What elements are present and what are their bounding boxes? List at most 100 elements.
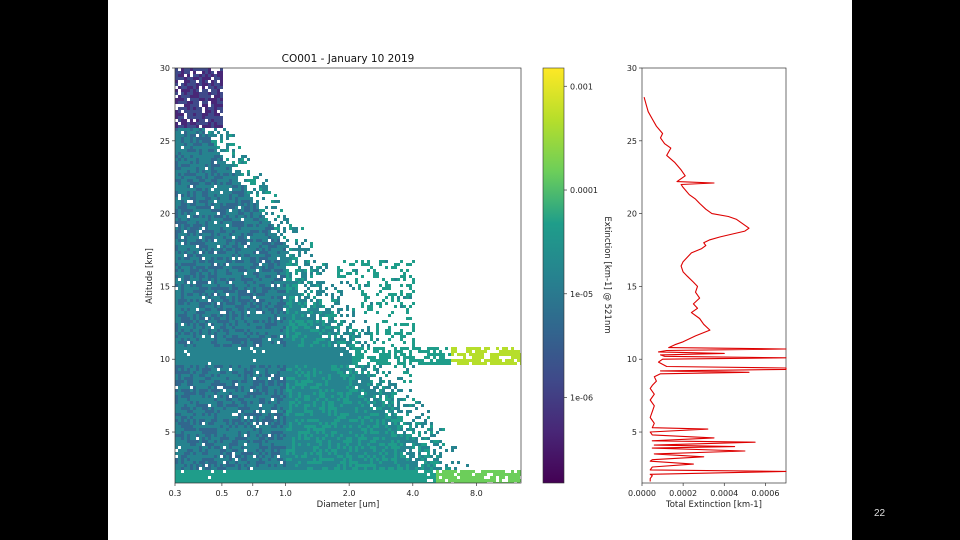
heatmap-cell <box>319 437 322 440</box>
heatmap-cell <box>175 368 178 371</box>
heatmap-cell <box>277 407 280 410</box>
heatmap-cell <box>286 365 289 368</box>
heatmap-cell <box>292 371 295 374</box>
heatmap-cell <box>175 416 178 419</box>
heatmap-cell <box>187 137 190 140</box>
heatmap-cell <box>184 449 187 452</box>
heatmap-cell <box>262 314 265 317</box>
heatmap-cell <box>175 359 178 362</box>
heatmap-cell <box>211 197 214 200</box>
heatmap-cell <box>313 473 316 476</box>
heatmap-cell <box>205 377 208 380</box>
heatmap-cell <box>202 275 205 278</box>
heatmap-cell <box>265 386 268 389</box>
heatmap-cell <box>202 290 205 293</box>
heatmap-cell <box>241 371 244 374</box>
heatmap-cell <box>310 407 313 410</box>
heatmap-cell <box>193 137 196 140</box>
heatmap-cell <box>175 158 178 161</box>
heatmap-cell <box>208 446 211 449</box>
heatmap-cell <box>208 338 211 341</box>
heatmap-cell <box>187 290 190 293</box>
heatmap-cell <box>292 389 295 392</box>
heatmap-cell <box>307 434 310 437</box>
heatmap-cell <box>271 260 274 263</box>
heatmap-cell <box>319 284 322 287</box>
heatmap-cell <box>319 350 322 353</box>
heatmap-cell <box>211 413 214 416</box>
heatmap-cell <box>181 341 184 344</box>
heatmap-cell <box>175 296 178 299</box>
heatmap-cell <box>226 338 229 341</box>
heatmap-cell <box>301 362 304 365</box>
heatmap-cell <box>223 377 226 380</box>
heatmap-cell <box>253 263 256 266</box>
heatmap-cell <box>193 227 196 230</box>
heatmap-cell <box>295 422 298 425</box>
heatmap-cell <box>226 398 229 401</box>
heatmap-cell <box>301 365 304 368</box>
heatmap-cell <box>187 392 190 395</box>
heatmap-cell <box>181 281 184 284</box>
heatmap-cell <box>190 443 193 446</box>
heatmap-cell <box>211 341 214 344</box>
heatmap-cell <box>244 458 247 461</box>
heatmap-cell <box>319 356 322 359</box>
heatmap-cell <box>181 278 184 281</box>
heatmap-cell <box>202 176 205 179</box>
heatmap-cell <box>208 398 211 401</box>
heatmap-cell <box>175 245 178 248</box>
heatmap-cell <box>178 188 181 191</box>
heatmap-cell <box>232 338 235 341</box>
heatmap-cell <box>241 440 244 443</box>
heatmap-cell <box>211 86 214 89</box>
heatmap-cell <box>202 281 205 284</box>
heatmap-cell <box>316 365 319 368</box>
heatmap-cell <box>247 386 250 389</box>
heatmap-cell <box>184 416 187 419</box>
heatmap-cell <box>262 359 265 362</box>
heatmap-cell <box>244 311 247 314</box>
heatmap-cell <box>265 449 268 452</box>
heatmap-cell <box>256 218 259 221</box>
heatmap-cell <box>307 479 310 482</box>
heatmap-cell <box>196 350 199 353</box>
heatmap-cell <box>292 440 295 443</box>
heatmap-cell <box>226 176 229 179</box>
heatmap-cell <box>295 338 298 341</box>
heatmap-cell <box>190 125 193 128</box>
heatmap-cell <box>187 371 190 374</box>
heatmap-cell <box>241 350 244 353</box>
heatmap-cell <box>286 377 289 380</box>
heatmap-cell <box>262 416 265 419</box>
heatmap-cell <box>229 443 232 446</box>
heatmap-cell <box>256 329 259 332</box>
heatmap-cell <box>178 116 181 119</box>
heatmap-cell <box>199 338 202 341</box>
heatmap-cell <box>316 341 319 344</box>
heatmap-cell <box>211 437 214 440</box>
heatmap-cell <box>301 227 304 230</box>
heatmap-cell <box>178 146 181 149</box>
heatmap-cell <box>238 302 241 305</box>
heatmap-cell <box>265 425 268 428</box>
heatmap-cell <box>187 449 190 452</box>
heatmap-cell <box>202 272 205 275</box>
heatmap-cell <box>286 329 289 332</box>
heatmap-cell <box>310 398 313 401</box>
heatmap-cell <box>295 455 298 458</box>
heatmap-cell <box>310 473 313 476</box>
heatmap-cell <box>262 287 265 290</box>
heatmap-cell <box>193 209 196 212</box>
heatmap-cell <box>250 344 253 347</box>
heatmap-cell <box>229 374 232 377</box>
heatmap-cell <box>217 482 220 483</box>
heatmap-cell <box>208 197 211 200</box>
heatmap-cell <box>214 377 217 380</box>
heatmap-cell <box>301 434 304 437</box>
heatmap-cell <box>274 332 277 335</box>
heatmap-cell <box>289 293 292 296</box>
heatmap-cell <box>211 275 214 278</box>
heatmap-cell <box>190 431 193 434</box>
heatmap-cell <box>205 95 208 98</box>
